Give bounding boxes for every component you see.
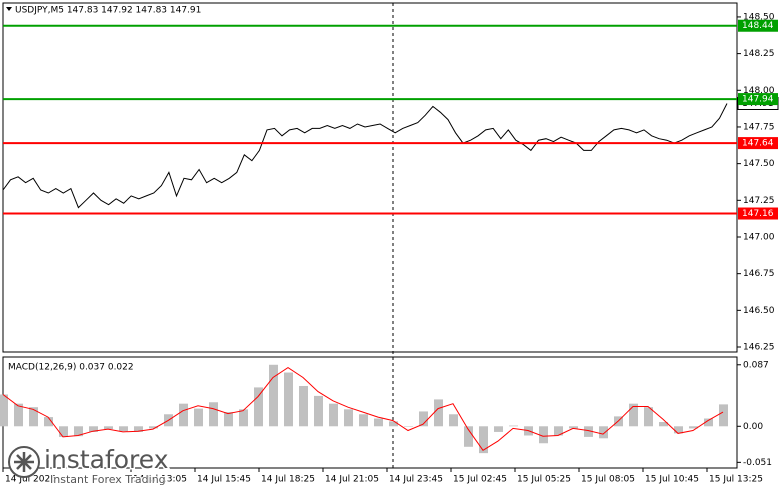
macd-bar bbox=[434, 399, 443, 427]
macd-bar bbox=[494, 426, 503, 432]
level-tag bbox=[738, 207, 778, 220]
macd-bar bbox=[284, 372, 293, 427]
macd-bar bbox=[719, 404, 728, 427]
macd-bar bbox=[134, 426, 143, 432]
price-frame bbox=[2, 2, 738, 353]
macd-bar bbox=[74, 426, 83, 437]
x-tick-label: 14 Jul 13:05 bbox=[133, 475, 187, 485]
macd-bar bbox=[599, 426, 608, 439]
y-tick-label: 147.25 bbox=[743, 196, 775, 206]
macd-bar bbox=[509, 425, 518, 427]
macd-bar bbox=[29, 407, 38, 427]
logo-name: instaforex bbox=[44, 445, 169, 474]
level-label: 148.44 bbox=[742, 21, 774, 31]
y-tick-label: 146.25 bbox=[743, 343, 775, 353]
logo-icon bbox=[14, 452, 34, 472]
menu-icon bbox=[6, 7, 12, 11]
macd-bar bbox=[269, 364, 278, 427]
macd-bar bbox=[119, 426, 128, 432]
logo-tagline: Instant Forex Trading bbox=[50, 473, 166, 486]
macd-bar bbox=[104, 426, 113, 430]
y-tick-label: 148.25 bbox=[743, 49, 775, 59]
macd-bar bbox=[554, 426, 563, 436]
macd-bar bbox=[314, 395, 323, 427]
macd-bar bbox=[374, 418, 383, 427]
logo: instaforex Instant Forex Trading bbox=[8, 444, 170, 487]
signal-line bbox=[2, 367, 724, 451]
macd-bar bbox=[629, 403, 638, 427]
macd-bar bbox=[449, 414, 458, 427]
price-line bbox=[2, 103, 728, 209]
macd-bar bbox=[689, 426, 698, 429]
macd-bar bbox=[59, 426, 68, 437]
y-tick-label: 147.50 bbox=[743, 159, 775, 169]
y-tick-label: 147.00 bbox=[743, 232, 775, 242]
macd-bar bbox=[539, 426, 548, 444]
macd-bar bbox=[299, 385, 308, 427]
macd-bar bbox=[344, 409, 353, 427]
macd-bar bbox=[0, 394, 8, 427]
x-tick-label: 15 Jul 10:45 bbox=[645, 475, 699, 485]
macd-bar bbox=[14, 403, 23, 427]
macd-bar bbox=[224, 412, 233, 427]
x-tick-label: 15 Jul 13:25 bbox=[709, 475, 763, 485]
y-tick-label: -0.051 bbox=[743, 458, 772, 468]
macd-bar bbox=[659, 422, 668, 427]
y-tick-label: 146.50 bbox=[743, 306, 775, 316]
level-label: 147.16 bbox=[742, 209, 774, 219]
macd-bar bbox=[584, 426, 593, 437]
x-tick-label: 14 Jul 21:05 bbox=[325, 475, 379, 485]
macd-bar bbox=[44, 417, 53, 427]
x-tick-label: 15 Jul 02:45 bbox=[453, 475, 507, 485]
x-tick-label: 14 Jul 18:25 bbox=[261, 475, 315, 485]
macd-bar bbox=[149, 426, 158, 429]
macd-bar bbox=[209, 402, 218, 427]
y-tick-label: 147.75 bbox=[743, 122, 775, 132]
macd-bar bbox=[704, 418, 713, 427]
macd-title: MACD(12,26,9) 0.037 0.022 bbox=[8, 363, 134, 373]
level-label: 147.94 bbox=[742, 95, 774, 105]
x-tick-label: 14 Jul 2025 bbox=[5, 475, 56, 485]
y-tick-label: 0.087 bbox=[743, 360, 769, 370]
y-tick-label: 146.75 bbox=[743, 269, 775, 279]
macd-bar bbox=[479, 426, 488, 454]
level-tag bbox=[738, 19, 778, 32]
macd-bar bbox=[404, 426, 413, 427]
macd-bar bbox=[644, 407, 653, 427]
x-tick-label: 14 Jul 15:45 bbox=[197, 475, 251, 485]
y-tick-label: 148.50 bbox=[743, 12, 775, 22]
macd-bar bbox=[254, 387, 263, 427]
level-tag bbox=[738, 137, 778, 150]
x-tick-label: 15 Jul 05:25 bbox=[517, 475, 571, 485]
macd-bar bbox=[389, 421, 398, 427]
macd-bar bbox=[179, 403, 188, 427]
x-tick-label: 15 Jul 08:05 bbox=[581, 475, 635, 485]
level-label: 147.64 bbox=[742, 139, 774, 149]
macd-bar bbox=[359, 414, 368, 427]
chart-title: USDJPY,M5 147.83 147.92 147.83 147.91 bbox=[15, 6, 201, 16]
y-tick-label: 0.00 bbox=[743, 422, 763, 432]
macd-bar bbox=[464, 426, 473, 447]
macd-bar bbox=[89, 426, 98, 432]
macd-bar bbox=[329, 403, 338, 427]
x-tick-label: 14 Jul 23:45 bbox=[389, 475, 443, 485]
macd-bar bbox=[569, 426, 578, 429]
y-tick-label: 148.00 bbox=[743, 86, 775, 96]
macd-bar bbox=[239, 409, 248, 427]
level-tag bbox=[738, 93, 778, 106]
macd-bar bbox=[674, 426, 683, 434]
macd-bar bbox=[194, 408, 203, 427]
macd-bar bbox=[419, 411, 428, 427]
